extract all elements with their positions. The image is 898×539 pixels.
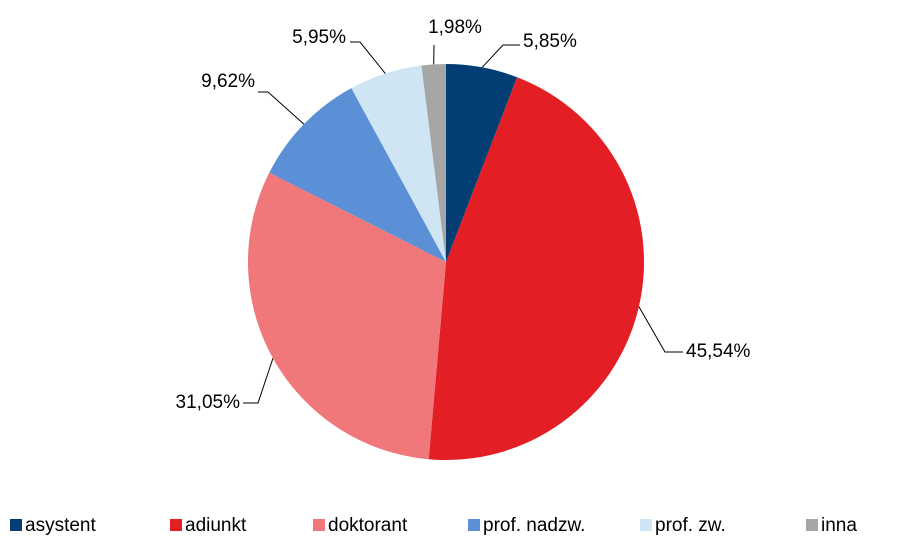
pie-slice	[428, 77, 644, 460]
legend-label: doktorant	[328, 515, 408, 536]
legend-swatch	[640, 519, 652, 531]
data-label: 5,85%	[523, 31, 577, 52]
legend-swatch	[313, 519, 325, 531]
data-label: 31,05%	[176, 392, 241, 413]
leader-line	[350, 41, 386, 74]
legend-swatch	[806, 519, 818, 531]
legend-swatch	[170, 519, 182, 531]
data-label: 1,98%	[428, 17, 482, 38]
legend-label: prof. zw.	[655, 515, 726, 536]
legend-label: inna	[821, 515, 857, 536]
pie-slice	[446, 64, 518, 262]
leader-line	[258, 91, 305, 125]
legend-label: adiunkt	[185, 515, 247, 536]
pie-slice	[247, 172, 446, 460]
leader-line	[481, 44, 520, 68]
pie-slice	[269, 88, 446, 262]
legend-swatch	[10, 519, 22, 531]
leader-line	[243, 358, 274, 404]
leader-line	[638, 306, 683, 353]
data-label: 5,95%	[292, 27, 346, 48]
data-label: 45,54%	[686, 341, 751, 362]
pie-slice	[351, 65, 446, 262]
data-label: 9,62%	[201, 71, 255, 92]
legend-label: asystent	[25, 515, 96, 536]
legend-swatch	[468, 519, 480, 531]
pie-slice	[421, 64, 446, 262]
legend-label: prof. nadzw.	[483, 515, 585, 536]
